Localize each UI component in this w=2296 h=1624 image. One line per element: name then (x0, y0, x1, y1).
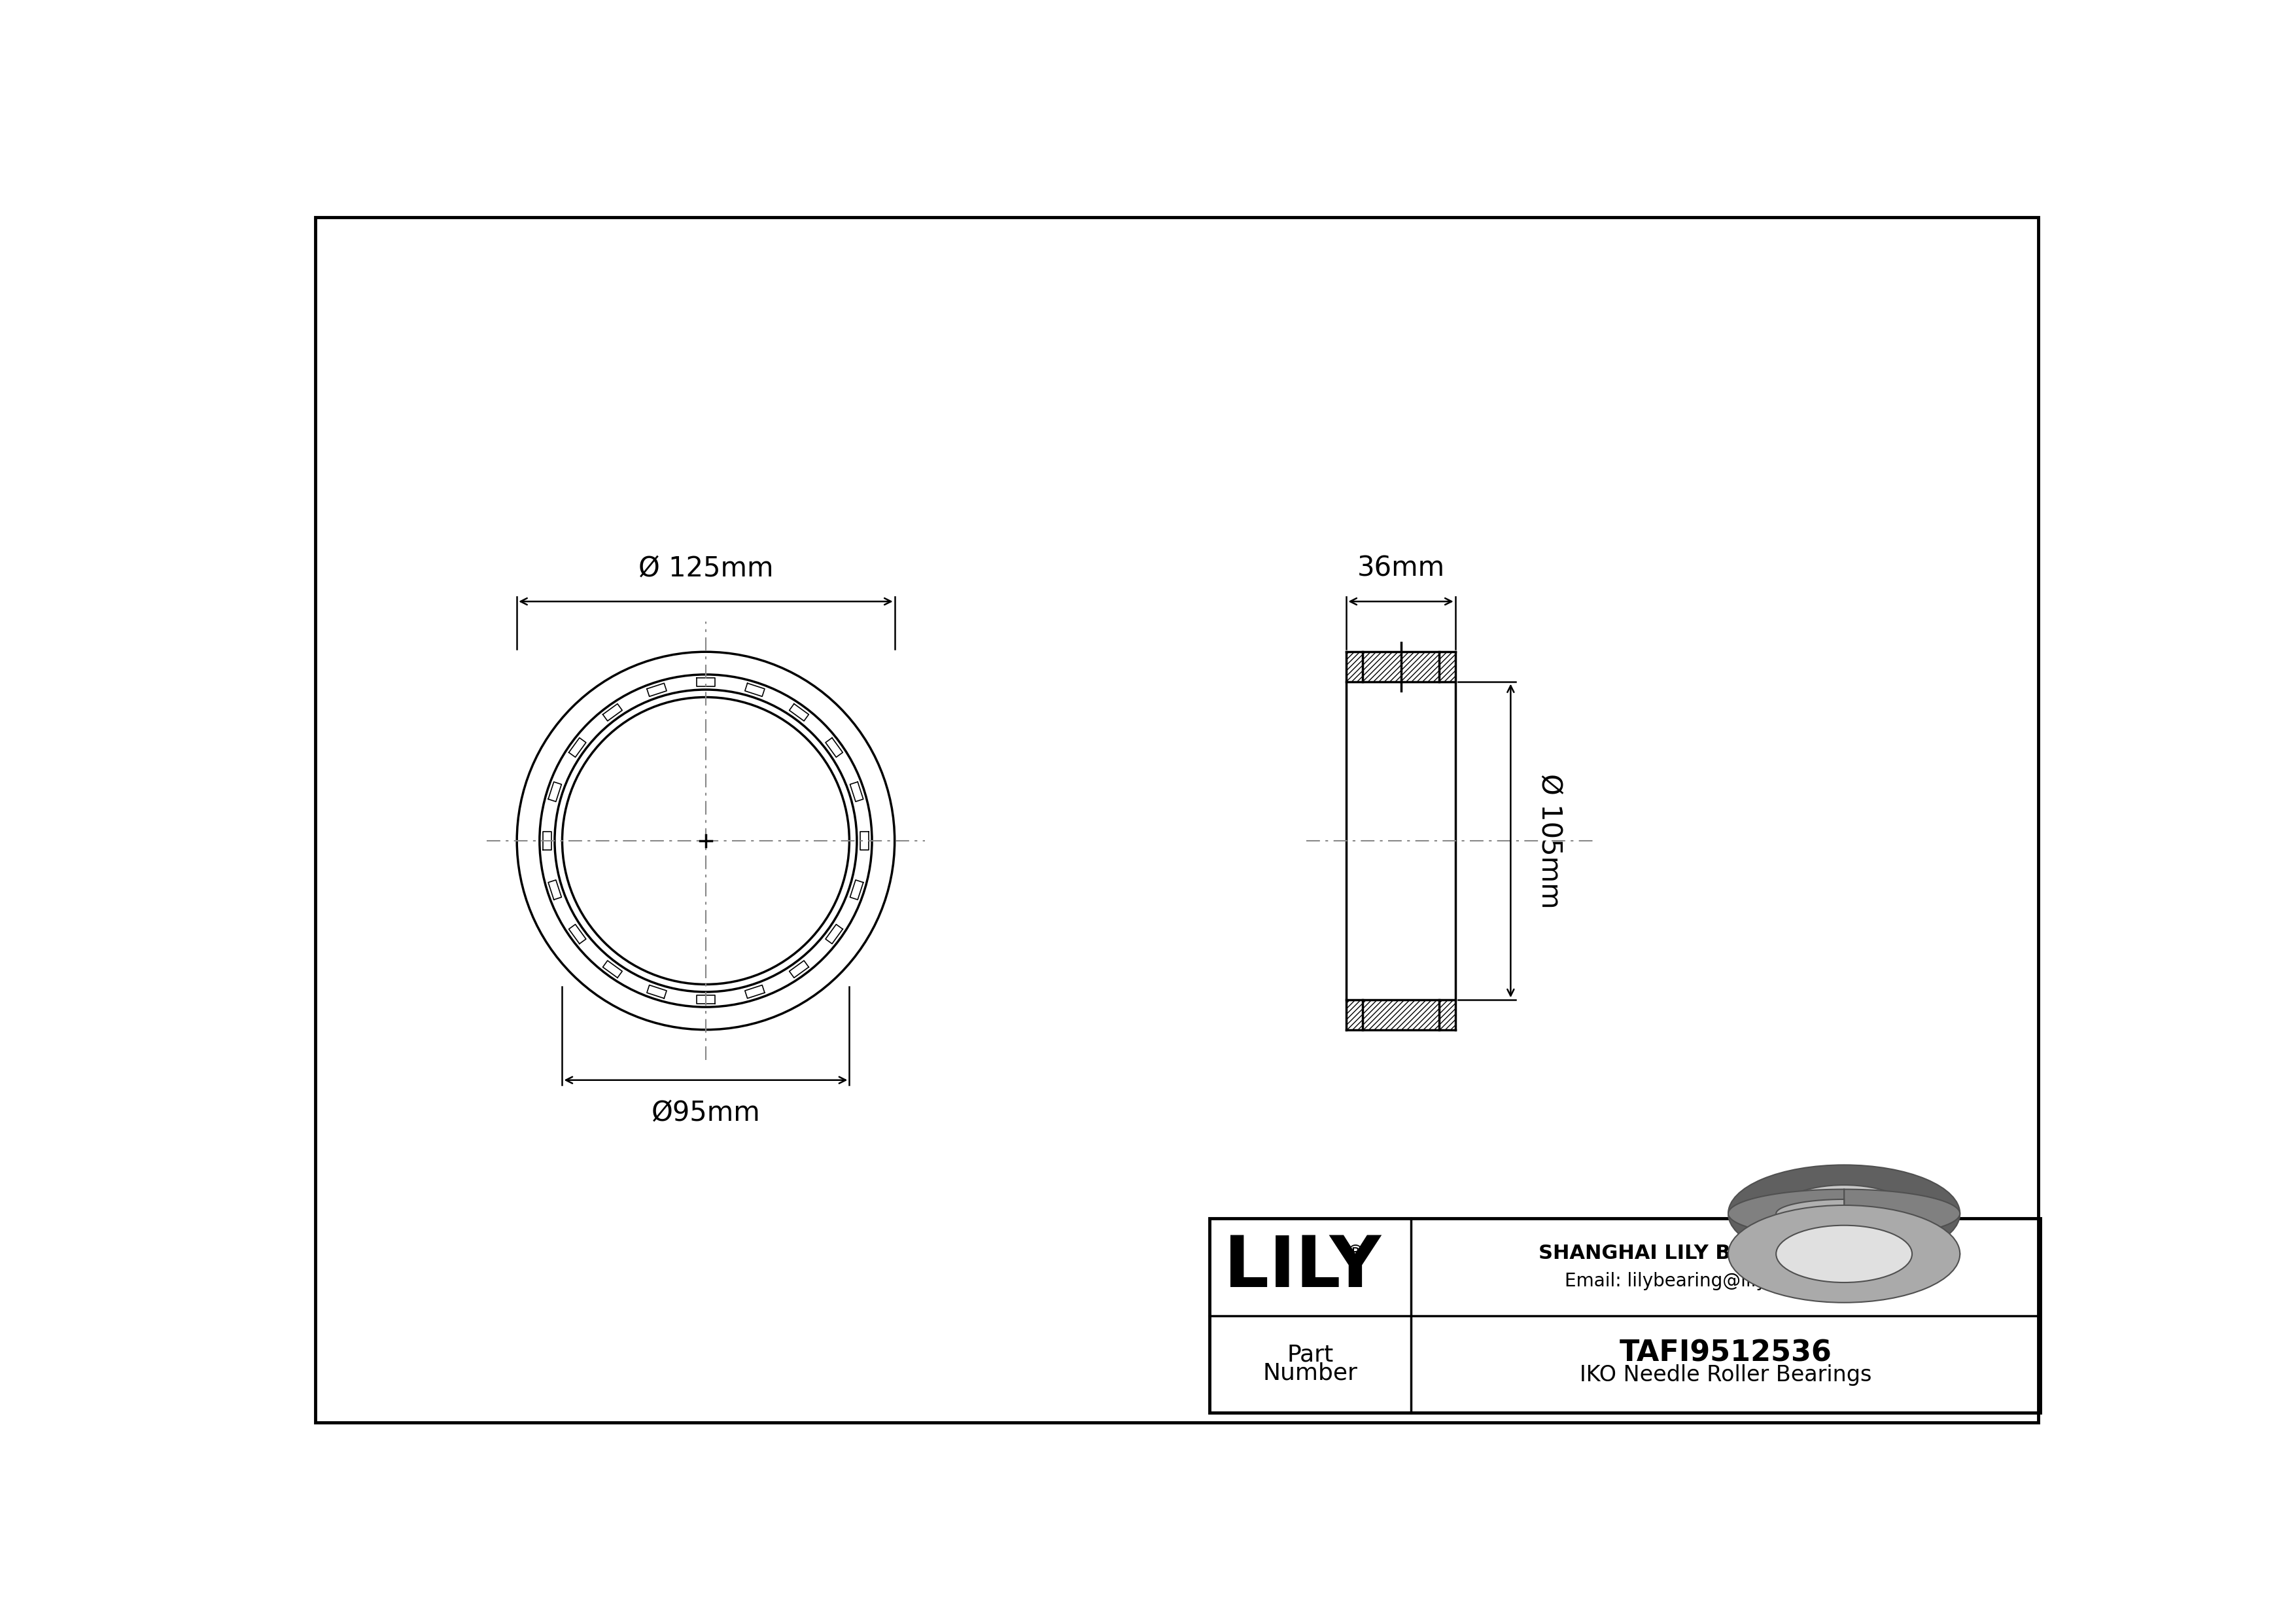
Text: Part: Part (1286, 1345, 1334, 1366)
Polygon shape (1729, 1189, 1844, 1278)
Bar (1210, 1218, 2041, 1413)
Text: Number: Number (1263, 1363, 1357, 1384)
Text: SHANGHAI LILY BEARING LIMITED: SHANGHAI LILY BEARING LIMITED (1538, 1244, 1913, 1262)
Text: TAFI9512536: TAFI9512536 (1619, 1338, 1832, 1367)
Text: Ø 105mm: Ø 105mm (1536, 773, 1564, 908)
Text: Ø95mm: Ø95mm (652, 1099, 760, 1127)
Text: 36mm: 36mm (1357, 555, 1444, 583)
Text: ®: ® (1345, 1244, 1366, 1262)
Text: Ø 125mm: Ø 125mm (638, 555, 774, 583)
Text: IKO Needle Roller Bearings: IKO Needle Roller Bearings (1580, 1364, 1871, 1385)
Polygon shape (1777, 1199, 1844, 1268)
Ellipse shape (1729, 1164, 1961, 1262)
Text: LILY: LILY (1224, 1233, 1382, 1302)
Ellipse shape (1777, 1226, 1913, 1283)
Text: Email: lilybearing@lily-bearing.com: Email: lilybearing@lily-bearing.com (1564, 1272, 1887, 1291)
Bar (1345, 999, 1456, 1030)
Ellipse shape (1777, 1186, 1913, 1242)
Ellipse shape (1729, 1205, 1961, 1302)
Polygon shape (1844, 1189, 1961, 1278)
Bar (1345, 651, 1456, 682)
